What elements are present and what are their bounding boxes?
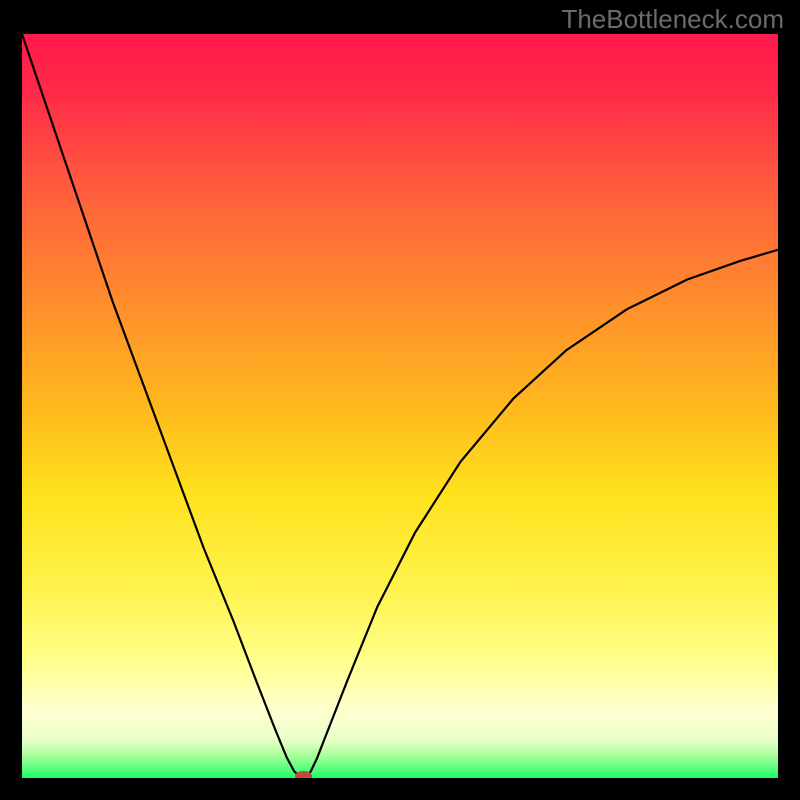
curve-right-branch [306, 250, 778, 777]
watermark-text: TheBottleneck.com [561, 4, 784, 35]
curve-left-branch [22, 34, 300, 777]
optimum-marker [295, 771, 312, 778]
bottleneck-curve [22, 34, 778, 778]
plot-area [22, 34, 778, 778]
